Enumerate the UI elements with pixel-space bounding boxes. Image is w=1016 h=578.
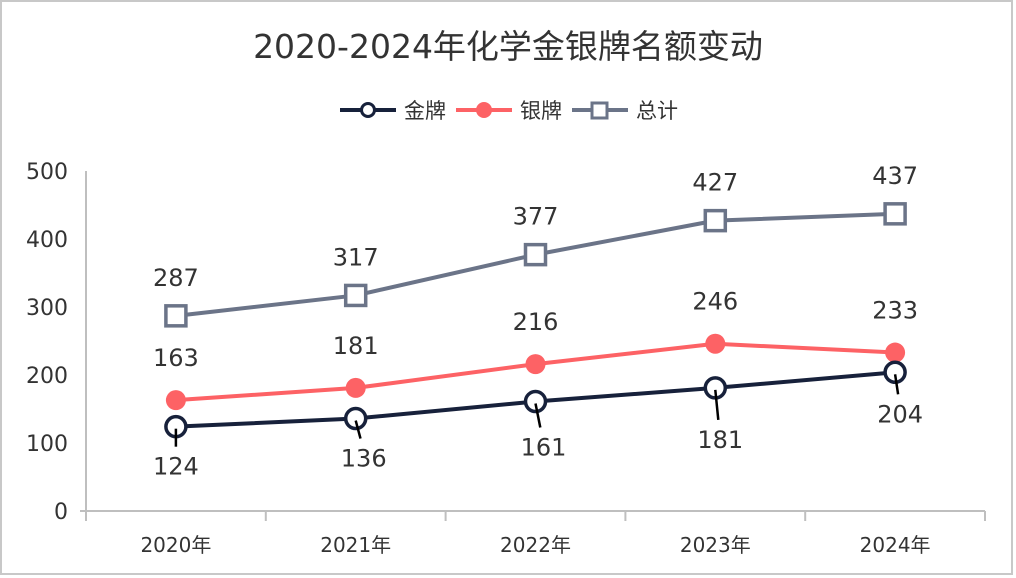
chart-title: 2020-2024年化学金银牌名额变动 xyxy=(253,27,763,66)
data-label-leader-line xyxy=(893,374,900,395)
data-label-silver: 216 xyxy=(513,308,559,336)
data-label-silver: 181 xyxy=(333,332,379,360)
data-point-silver xyxy=(705,333,726,354)
data-label-silver: 163 xyxy=(153,344,199,372)
x-tick-label: 2024年 xyxy=(860,533,931,557)
x-tick-label: 2020年 xyxy=(140,533,211,557)
legend: 金牌 银牌 总计 xyxy=(0,95,1016,125)
data-point-total xyxy=(343,283,368,308)
data-point-silver xyxy=(345,377,366,398)
data-label-total: 437 xyxy=(872,162,918,190)
legend-label-total: 总计 xyxy=(636,99,678,123)
data-point-total xyxy=(523,242,548,267)
data-label-leader-line xyxy=(354,420,362,439)
legend-label-gold: 金牌 xyxy=(404,99,446,123)
data-point-total xyxy=(164,304,188,328)
y-tick-label: 400 xyxy=(26,228,68,253)
data-point-gold xyxy=(523,389,548,414)
y-tick-label: 100 xyxy=(26,432,68,457)
x-tick-label: 2023年 xyxy=(680,533,751,557)
y-tick-label: 300 xyxy=(26,296,68,321)
legend-item-silver[interactable]: 银牌 xyxy=(454,95,562,125)
data-point-silver xyxy=(165,390,186,411)
data-label-total: 377 xyxy=(513,203,559,231)
legend-marker-silver-icon xyxy=(456,102,512,118)
data-label-leader-line xyxy=(534,403,542,428)
legend-marker-total-icon xyxy=(572,101,628,120)
data-label-gold: 136 xyxy=(341,445,387,473)
data-point-total xyxy=(703,208,728,233)
y-tick-label: 0 xyxy=(54,500,68,525)
x-tick-label: 2021年 xyxy=(320,533,391,557)
data-label-total: 317 xyxy=(333,243,379,271)
x-tick-label: 2022年 xyxy=(500,533,571,557)
y-tick-label: 200 xyxy=(26,364,68,389)
data-label-silver: 246 xyxy=(692,288,738,316)
data-label-gold: 181 xyxy=(697,426,743,454)
data-label-gold: 204 xyxy=(877,400,923,428)
data-point-silver xyxy=(525,354,546,375)
data-label-silver: 233 xyxy=(872,297,918,325)
data-point-silver xyxy=(885,342,906,363)
data-label-total: 427 xyxy=(692,169,738,197)
legend-item-gold[interactable]: 金牌 xyxy=(338,95,446,125)
data-point-total xyxy=(883,202,907,226)
data-point-gold xyxy=(343,406,368,431)
data-label-total: 287 xyxy=(153,264,199,292)
y-tick-label: 500 xyxy=(26,160,68,185)
data-label-gold: 161 xyxy=(521,434,567,462)
data-label-leader-line xyxy=(714,389,720,421)
data-label-gold: 124 xyxy=(153,453,199,481)
legend-item-total[interactable]: 总计 xyxy=(570,95,678,125)
legend-label-silver: 银牌 xyxy=(520,99,562,123)
legend-marker-gold-icon xyxy=(340,102,396,118)
